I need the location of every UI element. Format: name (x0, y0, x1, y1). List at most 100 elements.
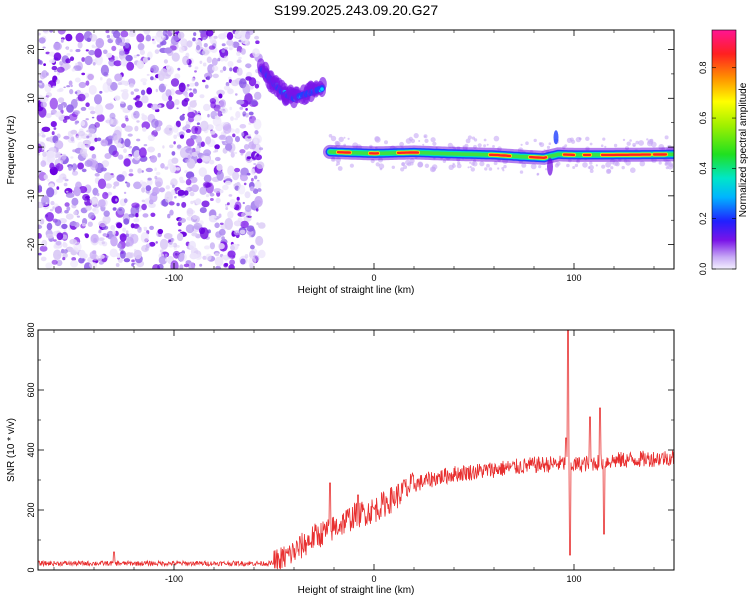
noise-blob (244, 254, 249, 259)
noise-blob (248, 256, 257, 267)
carrier-halo (405, 138, 412, 144)
carrier-halo (349, 163, 354, 168)
noise-blob (38, 143, 43, 154)
noise-blob (149, 225, 155, 230)
noise-blob (126, 61, 135, 71)
noise-blob (53, 203, 59, 208)
noise-blob (53, 127, 57, 130)
noise-blob (85, 144, 91, 148)
noise-blob (55, 79, 61, 85)
noise-blob (41, 134, 46, 138)
carrier-halo (479, 161, 485, 167)
noise-blob (243, 144, 250, 150)
carrier-hot-red (528, 155, 548, 160)
carrier-halo (664, 162, 669, 166)
noise-blob (162, 145, 165, 149)
carrier-halo (571, 139, 576, 144)
noise-blob (195, 147, 201, 153)
carrier-halo (375, 162, 380, 167)
noise-blob (119, 42, 126, 47)
noise-blob (165, 124, 174, 136)
noise-blob (86, 135, 90, 139)
noise-blob (59, 160, 63, 165)
noise-blob (100, 167, 107, 172)
noise-blob (96, 137, 102, 142)
noise-blob (94, 173, 100, 177)
noise-blob (81, 57, 86, 62)
noise-blob (212, 215, 217, 219)
noise-blob (214, 115, 219, 120)
noise-blob (255, 235, 264, 246)
noise-blob (243, 182, 247, 186)
noise-blob (85, 102, 90, 107)
noise-blob (70, 136, 75, 142)
noise-blob (46, 233, 54, 239)
carrier-halo (589, 169, 594, 174)
noise-blob (236, 99, 245, 105)
noise-blob (214, 256, 224, 267)
carrier-halo (602, 137, 606, 141)
noise-blob (152, 264, 161, 269)
noise-blob (74, 77, 81, 83)
noise-blob (55, 241, 62, 246)
carrier-halo (588, 165, 594, 170)
noise-blob (82, 194, 90, 201)
carrier-disturbance (553, 130, 559, 145)
noise-blob (115, 263, 120, 267)
noise-blob (110, 173, 114, 176)
noise-blob (47, 179, 50, 182)
noise-blob (225, 143, 233, 151)
noise-blob (116, 253, 121, 259)
noise-blob (64, 63, 71, 70)
noise-blob (78, 249, 86, 259)
noise-blob (221, 49, 225, 53)
noise-blob (239, 149, 246, 154)
carrier-halo (330, 135, 337, 142)
noise-blob (227, 165, 235, 176)
noise-blob (103, 49, 108, 55)
noise-blob (123, 198, 128, 204)
noise-blob (113, 30, 121, 39)
noise-blob (102, 233, 108, 237)
noise-blob (94, 103, 104, 116)
noise-blob (48, 183, 55, 189)
noise-blob (183, 263, 190, 268)
carrier-halo (600, 144, 604, 147)
carrier-halo (575, 136, 582, 143)
noise-blob (63, 249, 68, 254)
noise-blob (214, 144, 220, 150)
colorbar: 0.0 0.2 0.4 0.6 0.8 Normalized spectral ampl… (698, 29, 749, 275)
noise-blob (40, 256, 47, 262)
noise-blob (70, 84, 73, 88)
noise-blob (182, 126, 188, 131)
noise-blob (129, 168, 133, 173)
noise-blob (214, 222, 220, 229)
noise-blob (183, 97, 190, 102)
noise-blob (253, 175, 258, 180)
noise-blob (85, 80, 90, 86)
noise-blob (42, 30, 50, 34)
noise-blob (131, 202, 140, 208)
noise-blob (222, 184, 229, 191)
noise-blob (80, 120, 86, 127)
noise-blob (115, 198, 118, 202)
noise-blob (189, 252, 198, 260)
noise-blob (255, 40, 260, 44)
noise-blob (64, 115, 70, 120)
noise-blob (110, 224, 116, 231)
noise-blob (213, 35, 218, 39)
noise-blob (53, 52, 62, 61)
noise-blob (60, 38, 64, 43)
carrier-halo (409, 161, 414, 166)
noise-blob (172, 184, 175, 189)
noise-blob (199, 60, 203, 64)
noise-blob (137, 43, 145, 51)
noise-blob (139, 180, 144, 185)
noise-blob (67, 188, 71, 192)
noise-blob (199, 227, 209, 240)
noise-blob (124, 138, 131, 148)
carrier-halo (635, 140, 639, 145)
noise-blob (208, 45, 216, 50)
noise-blob (252, 48, 260, 58)
carrier-halo (384, 140, 388, 145)
